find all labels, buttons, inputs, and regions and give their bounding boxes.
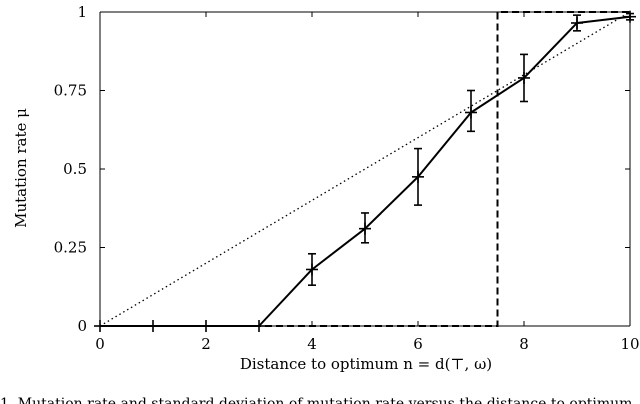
x-tick-label: 4 (307, 335, 317, 353)
y-tick-label: 0.75 (54, 82, 87, 100)
x-axis-label: Distance to optimum n = d(⊤, ω) (240, 355, 492, 373)
y-tick-label: 0 (77, 317, 87, 335)
solid-series-line (100, 15, 631, 327)
x-tick-label: 8 (519, 335, 529, 353)
mutation-rate-chart: 0 2 4 6 8 10 0 0.25 0.5 0.75 1 Distance to optimum… (12, 3, 640, 373)
y-tick-label: 0.25 (54, 239, 87, 257)
y-tick-label: 0.5 (63, 160, 87, 178)
x-tick-label: 0 (95, 335, 105, 353)
plot-area: 0 2 4 6 8 10 0 0.25 0.5 0.75 1 (54, 3, 640, 353)
x-tick-label: 6 (413, 335, 423, 353)
dashed-series-line (100, 11, 630, 327)
x-tick-label: 2 (201, 335, 211, 353)
dotted-series-line (99, 11, 631, 327)
figure-caption: 1. Mutation rate and standard deviation … (0, 396, 633, 404)
x-tick-label: 10 (620, 335, 639, 353)
y-tick-label: 1 (77, 3, 87, 21)
y-axis-label: Mutation rate μ (12, 108, 30, 228)
